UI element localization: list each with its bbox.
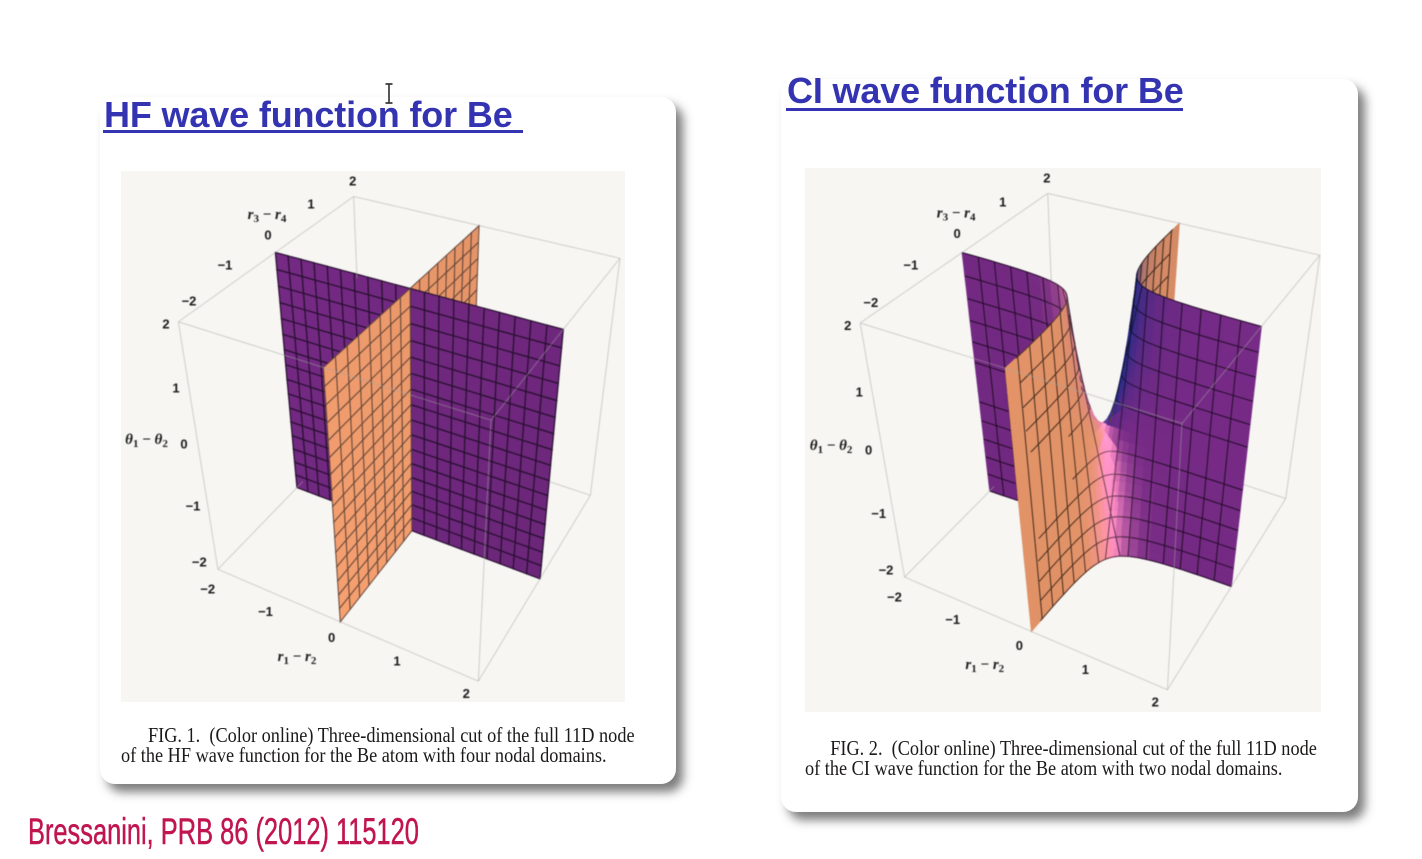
svg-text:2: 2	[162, 317, 169, 332]
svg-text:0: 0	[264, 228, 271, 243]
svg-text:0: 0	[953, 226, 960, 241]
svg-text:0: 0	[865, 443, 872, 458]
svg-text:−1: −1	[871, 506, 886, 521]
svg-text:r1 − r2: r1 − r2	[965, 657, 1004, 675]
svg-text:0: 0	[1016, 638, 1023, 653]
svg-text:−2: −2	[200, 582, 215, 597]
svg-text:−2: −2	[182, 294, 197, 309]
svg-text:−2: −2	[863, 295, 878, 310]
svg-text:θ1 − θ2: θ1 − θ2	[810, 438, 853, 456]
svg-text:2: 2	[463, 686, 470, 701]
svg-text:−1: −1	[945, 612, 960, 627]
svg-text:r3 − r4: r3 − r4	[248, 207, 287, 225]
svg-text:0: 0	[328, 630, 335, 645]
svg-text:r1 − r2: r1 − r2	[278, 649, 317, 667]
svg-text:1: 1	[856, 385, 863, 400]
svg-text:r3 − r4: r3 − r4	[937, 206, 976, 224]
svg-text:−1: −1	[218, 258, 233, 273]
svg-text:−1: −1	[903, 257, 918, 272]
svg-text:1: 1	[999, 194, 1006, 209]
svg-text:−2: −2	[192, 555, 207, 570]
svg-text:2: 2	[349, 174, 356, 189]
svg-text:θ1 − θ2: θ1 − θ2	[125, 432, 168, 450]
svg-text:1: 1	[1082, 662, 1089, 677]
svg-text:−1: −1	[186, 499, 201, 514]
svg-text:−2: −2	[887, 589, 902, 604]
svg-text:2: 2	[844, 318, 851, 333]
svg-text:2: 2	[1152, 694, 1159, 709]
svg-text:1: 1	[393, 654, 400, 669]
svg-text:−1: −1	[258, 604, 273, 619]
svg-text:2: 2	[1043, 171, 1050, 186]
svg-text:−2: −2	[879, 562, 894, 577]
svg-text:0: 0	[180, 437, 187, 452]
svg-text:1: 1	[307, 197, 314, 212]
svg-text:1: 1	[172, 381, 179, 396]
